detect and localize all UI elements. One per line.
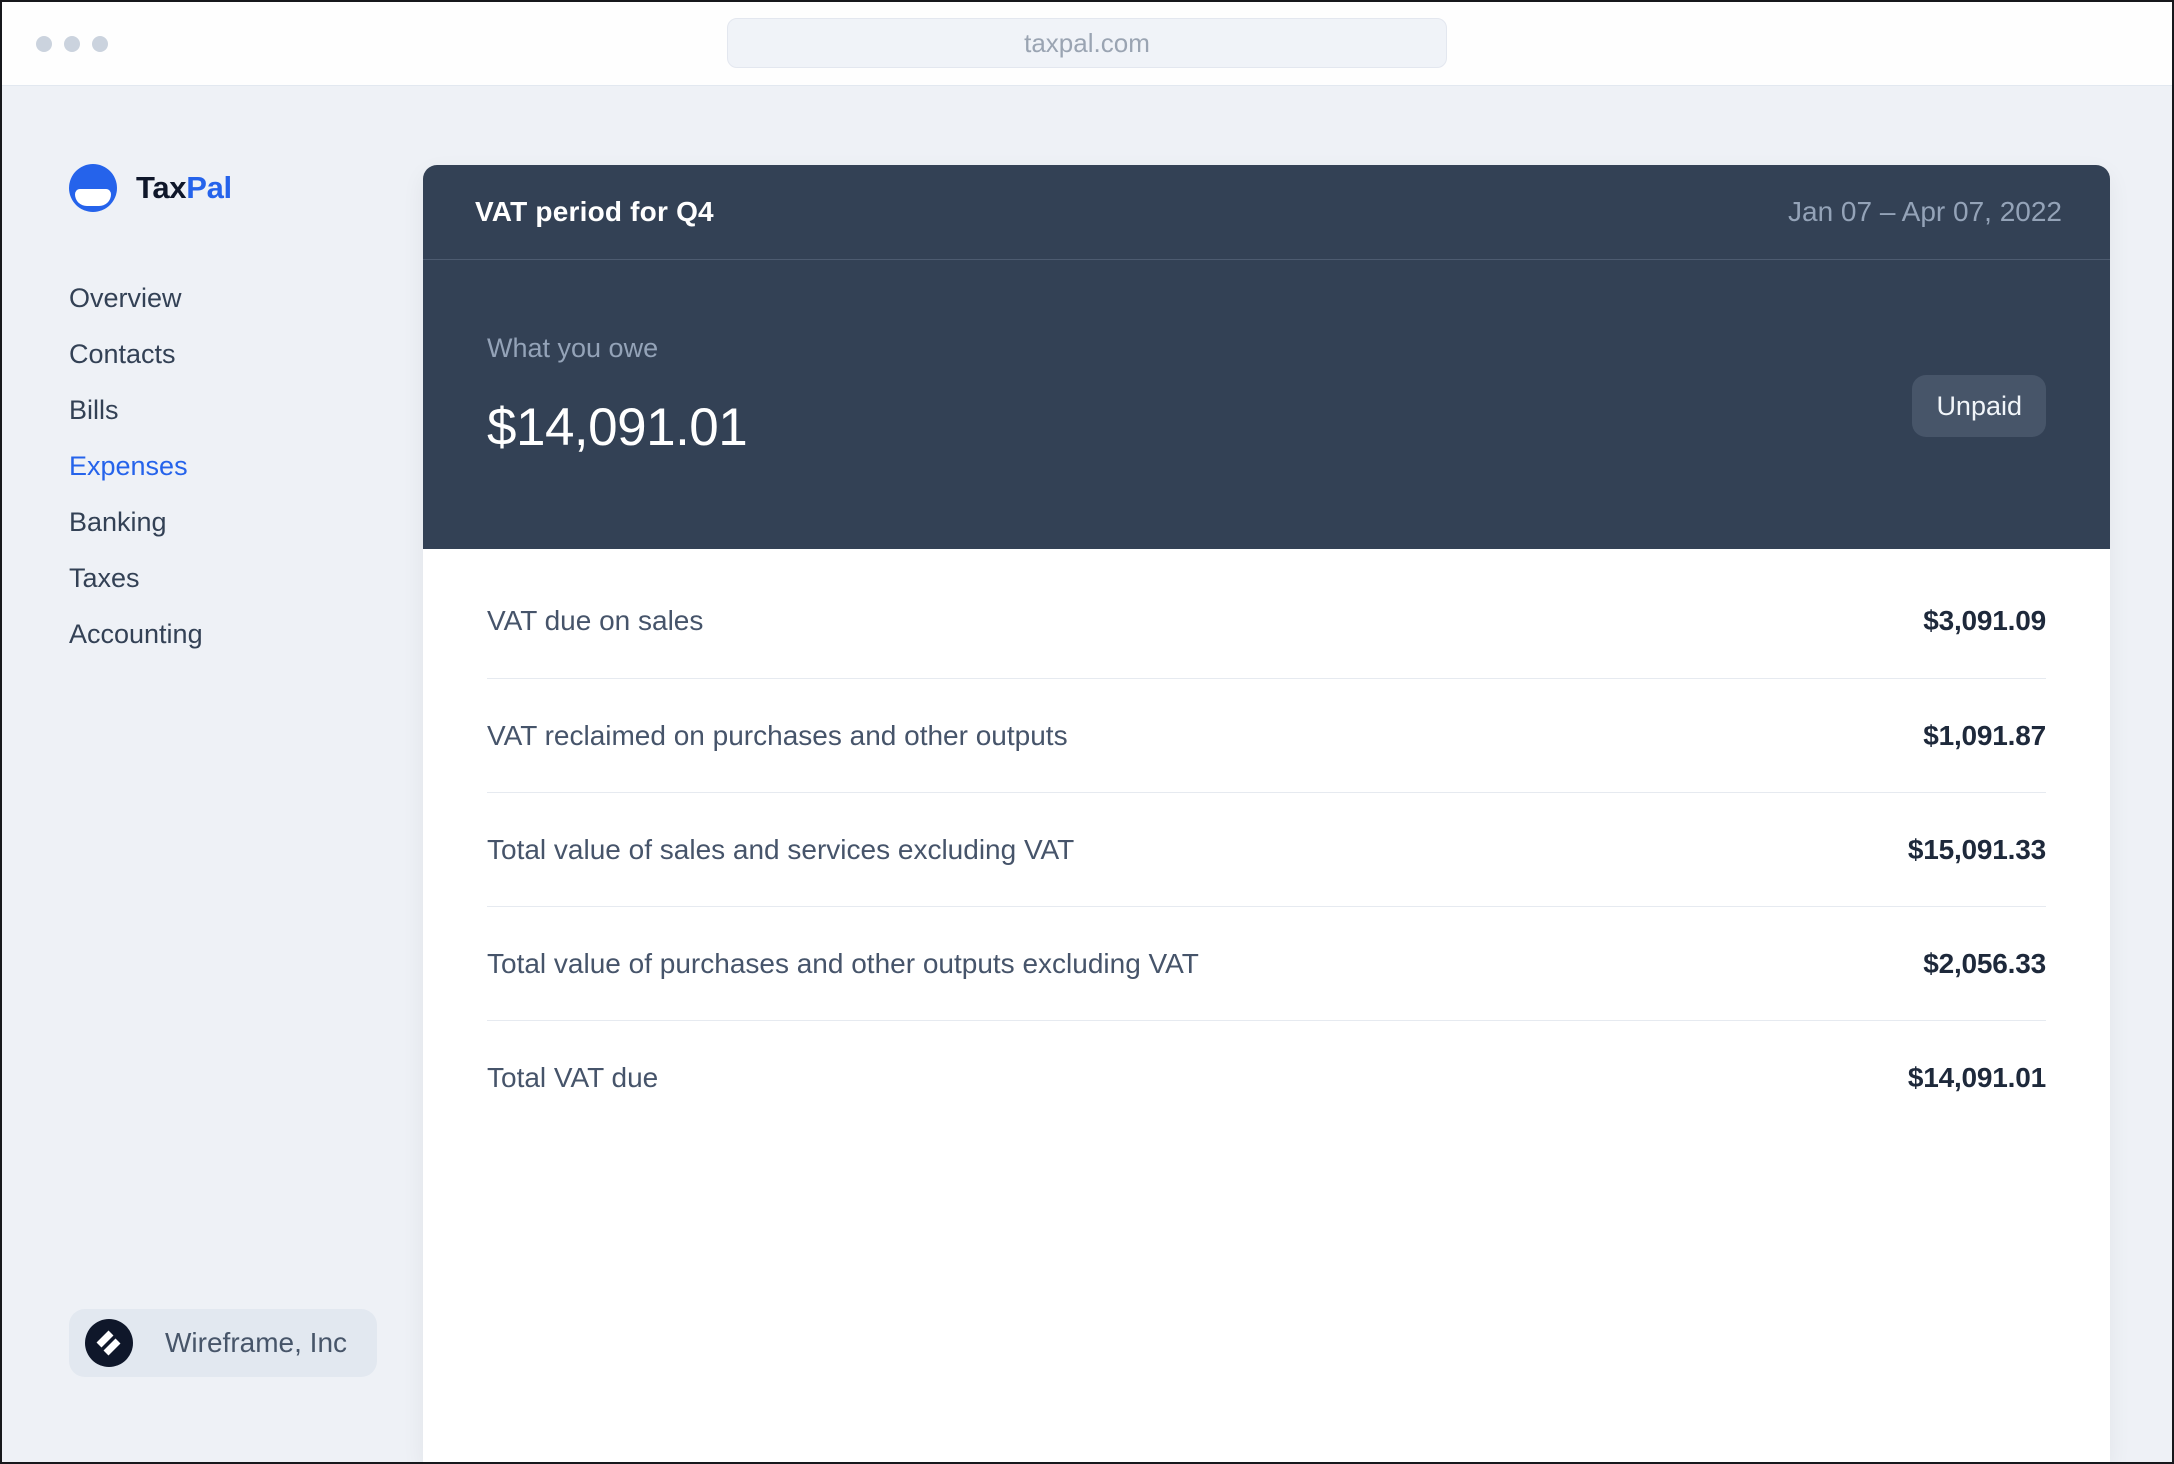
sidebar-item-banking[interactable]: Banking — [69, 507, 167, 537]
vat-card-header: VAT period for Q4 Jan 07 – Apr 07, 2022 — [423, 165, 2110, 260]
brand-logo[interactable]: TaxPal — [69, 164, 423, 212]
sidebar-item-bills[interactable]: Bills — [69, 395, 119, 425]
row-label: VAT due on sales — [487, 605, 704, 636]
owe-label: What you owe — [487, 333, 659, 363]
table-row: Total VAT due $14,091.01 — [487, 1020, 2046, 1134]
vat-card-period: Jan 07 – Apr 07, 2022 — [1788, 196, 2062, 227]
window-control-close-icon[interactable] — [36, 36, 52, 52]
vat-card-title: VAT period for Q4 — [475, 196, 714, 227]
sidebar: TaxPal Overview Contacts Bills Expenses … — [2, 86, 423, 1462]
main-area: VAT period for Q4 Jan 07 – Apr 07, 2022 … — [423, 86, 2172, 1462]
window-control-maximize-icon[interactable] — [92, 36, 108, 52]
window-control-minimize-icon[interactable] — [64, 36, 80, 52]
row-value: $14,091.01 — [1907, 1061, 2046, 1093]
sidebar-item-expenses[interactable]: Expenses — [69, 451, 188, 481]
sidebar-item-overview[interactable]: Overview — [69, 283, 182, 313]
table-row: Total value of sales and services exclud… — [487, 792, 2046, 906]
org-switcher[interactable]: Wireframe, Inc — [69, 1309, 378, 1377]
row-value: $3,091.09 — [1923, 605, 2046, 636]
wireframe-logo-icon — [85, 1319, 133, 1367]
vat-breakdown-table: VAT due on sales $3,091.09 VAT reclaimed… — [423, 549, 2110, 1134]
table-row: VAT reclaimed on purchases and other out… — [487, 678, 2046, 792]
taxpal-logo-icon — [69, 164, 117, 212]
row-value: $1,091.87 — [1923, 719, 2046, 751]
row-label: VAT reclaimed on purchases and other out… — [487, 719, 1068, 751]
address-bar-url: taxpal.com — [1024, 27, 1150, 58]
sidebar-nav: Overview Contacts Bills Expenses Banking… — [69, 285, 423, 648]
row-label: Total VAT due — [487, 1061, 659, 1093]
sidebar-item-taxes[interactable]: Taxes — [69, 563, 140, 593]
table-row: VAT due on sales $3,091.09 — [487, 564, 2046, 678]
owe-amount: $14,091.01 — [487, 398, 748, 457]
row-value: $2,056.33 — [1923, 947, 2046, 979]
row-label: Total value of purchases and other outpu… — [487, 947, 1199, 979]
status-badge: Unpaid — [1912, 375, 2046, 437]
page-content: TaxPal Overview Contacts Bills Expenses … — [2, 86, 2172, 1462]
window-controls — [36, 36, 108, 52]
org-name: Wireframe, Inc — [165, 1327, 348, 1358]
row-label: Total value of sales and services exclud… — [487, 833, 1075, 865]
brand-name: TaxPal — [136, 170, 232, 205]
vat-summary: What you owe $14,091.01 Unpaid — [423, 260, 2110, 549]
sidebar-item-accounting[interactable]: Accounting — [69, 619, 203, 649]
table-row: Total value of purchases and other outpu… — [487, 906, 2046, 1020]
browser-chrome: taxpal.com — [2, 2, 2172, 86]
vat-period-card: VAT period for Q4 Jan 07 – Apr 07, 2022 … — [423, 165, 2110, 1462]
row-value: $15,091.33 — [1907, 833, 2046, 865]
address-bar[interactable]: taxpal.com — [727, 18, 1447, 68]
sidebar-item-contacts[interactable]: Contacts — [69, 339, 176, 369]
